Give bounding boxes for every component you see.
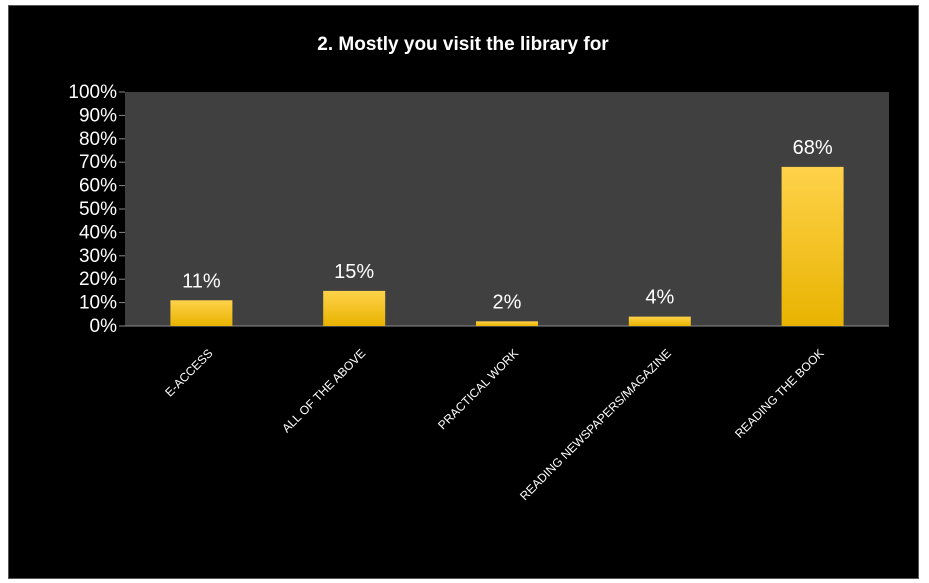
y-tick-label: 0%	[90, 316, 118, 337]
y-tick-label: 60%	[79, 176, 117, 197]
y-tick-label: 50%	[79, 199, 117, 220]
data-label: 68%	[793, 137, 833, 159]
y-tick-label: 30%	[79, 246, 117, 267]
y-axis: 0%10% 20%30% 40%50%60% 70%80% 90%100%	[68, 82, 125, 337]
y-tick-label: 70%	[79, 152, 117, 173]
x-tick-label: READING NEWSPAPERS/MAGAZINE	[517, 346, 674, 503]
bars	[170, 166, 844, 326]
bar	[781, 166, 844, 326]
y-tick-label: 90%	[79, 105, 117, 126]
y-tick-label: 40%	[79, 222, 117, 243]
y-tick-label: 10%	[79, 293, 117, 314]
bar-chart: 2. Mostly you visit the library for 0%10…	[68, 34, 889, 503]
data-label: 11%	[182, 270, 221, 292]
data-label: 4%	[645, 287, 674, 309]
x-tick-label: ALL OF THE ABOVE	[279, 346, 368, 435]
chart-frame: 2. Mostly you visit the library for 0% 10…	[8, 5, 919, 579]
data-labels: 11% 15% 2% 4% 68%	[182, 137, 833, 313]
x-axis: E-ACCESS ALL OF THE ABOVE PRACTICAL WORKRE…	[162, 346, 826, 503]
bar	[628, 316, 691, 326]
data-label: 2%	[493, 291, 522, 313]
y-tick-label: 20%	[79, 269, 117, 290]
x-tick-label: PRACTICAL WORK	[435, 346, 521, 432]
x-tick-label: E-ACCESS	[162, 346, 215, 399]
bar	[170, 300, 233, 326]
x-tick-label: READING THE BOOK	[732, 346, 827, 441]
bar	[476, 321, 538, 326]
data-label: 15%	[334, 261, 374, 283]
plot-area	[125, 92, 889, 326]
chart-title: 2. Mostly you visit the library for	[317, 34, 609, 55]
bar	[323, 290, 386, 326]
y-tick-label: 80%	[79, 129, 117, 150]
y-tick-label: 100%	[68, 82, 117, 103]
